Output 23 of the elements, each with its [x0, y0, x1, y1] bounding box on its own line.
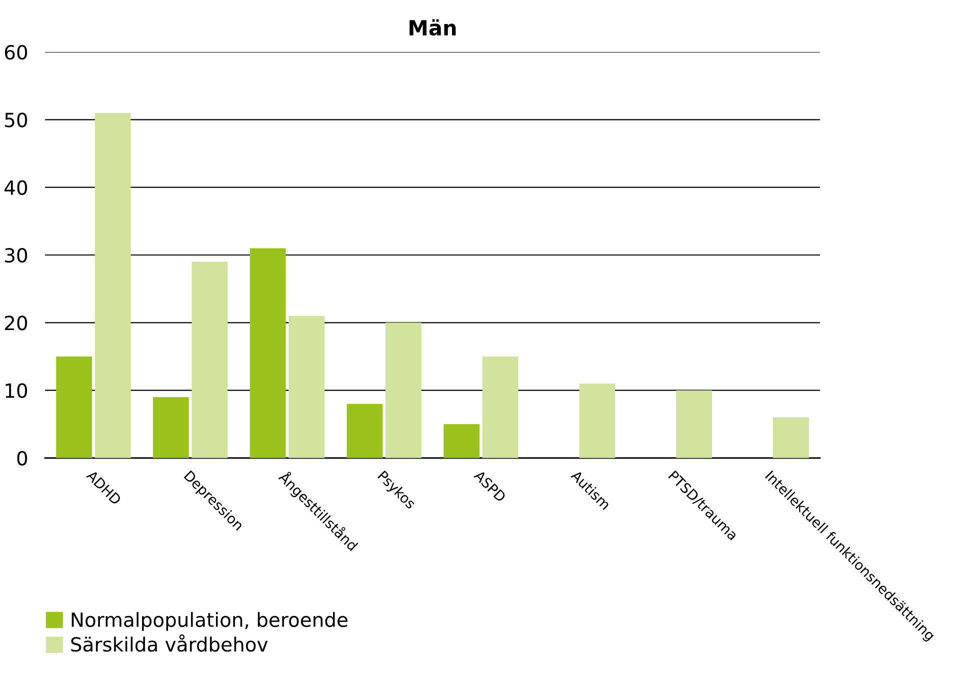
bar: [288, 316, 324, 458]
bar: [192, 262, 228, 458]
y-tick-label: 60: [4, 44, 28, 60]
y-tick-label: 10: [6, 383, 28, 398]
bar: [346, 404, 383, 458]
bar: [56, 356, 92, 458]
y-tick-label: 40: [4, 180, 28, 195]
bar: [386, 322, 422, 458]
bar: [153, 397, 189, 458]
bar: [444, 424, 480, 458]
bar: [482, 356, 518, 458]
y-tick-label: 20: [5, 316, 28, 330]
bar: [676, 390, 712, 458]
bar: [94, 112, 131, 458]
bar: [579, 384, 616, 458]
y-tick-label: 30: [5, 248, 28, 263]
legend-label: Normalpopulation, beroende: [72, 612, 348, 631]
bar: [250, 248, 286, 458]
chart-title: Män: [410, 19, 456, 36]
y-tick-label: 50: [5, 112, 28, 128]
legend-label: Särskilda vårdbehov: [71, 634, 268, 652]
y-tick-label: 0: [17, 450, 28, 466]
bar: [773, 417, 809, 458]
